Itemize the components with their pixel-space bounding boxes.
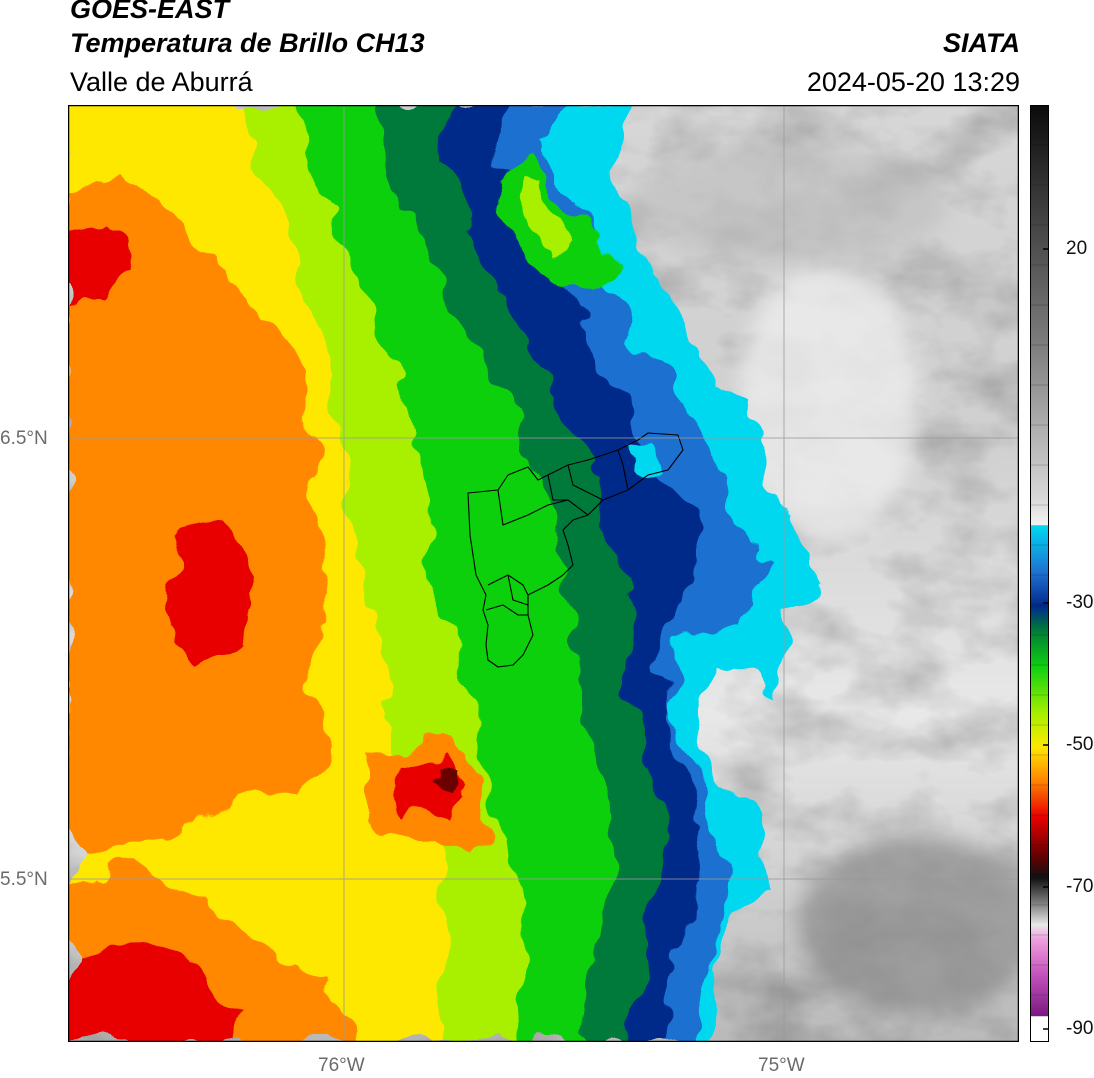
lat-label-5-5n: 5.5°N (0, 869, 48, 890)
brightness-temperature-map (68, 105, 1019, 1042)
orange-band (68, 175, 328, 865)
cloud-contour-bands (68, 105, 818, 1042)
lat-label-6-5n: 6.5°N (0, 428, 48, 449)
colorbar-tick-20: 20 (1066, 238, 1088, 259)
colorbar-tick-minus70: -70 (1066, 876, 1094, 897)
lon-label-76w: 76°W (318, 1055, 365, 1076)
satellite-title: GOES-EAST (70, 0, 230, 24)
lon-label-75w: 75°W (758, 1055, 805, 1076)
red-core-mid (168, 525, 258, 665)
red-core-west (68, 215, 128, 315)
cyan-hole (628, 440, 668, 475)
red-core-south (68, 945, 238, 1042)
colorbar-tick-minus30: -30 (1066, 592, 1094, 613)
datetime-label: 2024-05-20 13:29 (806, 67, 1020, 97)
temperature-colorbar (1030, 105, 1049, 1042)
colorbar-tick-minus50: -50 (1066, 734, 1094, 755)
product-title: Temperatura de Brillo CH13 (70, 28, 425, 58)
agency-label: SIATA (943, 28, 1020, 58)
region-subtitle: Valle de Aburrá (70, 67, 253, 97)
aburra-valley-outlines (467, 432, 684, 668)
dark-cell-east (433, 765, 458, 790)
graticule (68, 105, 1019, 1042)
colorbar-tick-minus90: -90 (1066, 1018, 1094, 1039)
lime-tongue-north (518, 180, 578, 260)
